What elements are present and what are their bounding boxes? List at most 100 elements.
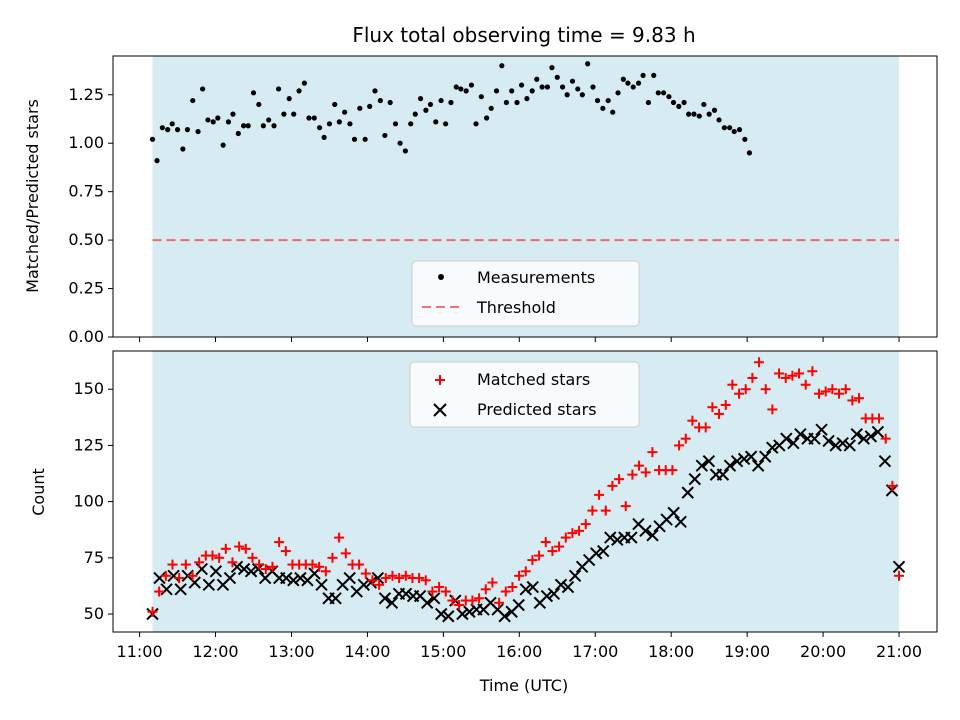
measurement-point <box>518 82 525 88</box>
measurement-point <box>306 115 312 121</box>
measurement-point <box>458 86 464 92</box>
measurement-point <box>301 80 307 86</box>
matched-star-point <box>687 415 698 426</box>
matched-star-point <box>440 586 451 597</box>
measurement-point <box>392 121 399 127</box>
measurement-point <box>524 96 530 102</box>
top-panel: 0.00 0.25 0.50 0.75 1.00 1.25 Matched/Predict… <box>23 55 938 346</box>
measurement-point <box>149 136 156 142</box>
matched-star-point <box>580 519 591 530</box>
measurement-point <box>225 119 232 125</box>
predicted-star-point <box>153 571 166 585</box>
measurement-point <box>275 86 282 92</box>
matched-star-point <box>154 586 165 597</box>
matched-star-point <box>807 366 818 377</box>
bottom-y-tick-label: 50 <box>84 604 104 623</box>
measurement-point <box>190 97 196 104</box>
matched-star-point <box>760 384 771 395</box>
matched-star-point <box>500 586 511 597</box>
predicted-star-point <box>744 450 758 463</box>
predicted-star-point <box>385 596 399 609</box>
x-tick-label: 13:00 <box>268 642 314 661</box>
top-x-axis-ticks <box>139 337 900 342</box>
matched-star-point <box>727 379 738 390</box>
predicted-star-point <box>160 583 173 596</box>
matched-star-point <box>787 370 798 381</box>
measurement-point <box>620 76 626 82</box>
measurement-point <box>686 111 692 117</box>
measurement-point <box>281 111 287 117</box>
measurement-point <box>478 94 484 100</box>
matched-star-point <box>674 440 685 451</box>
measurements-legend-marker <box>438 274 444 280</box>
matched-star-point <box>714 408 725 419</box>
matched-star-point <box>847 395 858 406</box>
measurement-point <box>382 132 388 139</box>
predicted-star-point <box>547 587 561 600</box>
measurement-point <box>271 123 277 129</box>
predicted-star-point <box>674 515 687 529</box>
measurement-point <box>742 136 748 142</box>
matched-star-point <box>447 595 458 606</box>
x-tick-label: 20:00 <box>800 642 846 661</box>
matched-star-point <box>647 447 658 458</box>
predicted-star-point <box>378 592 392 605</box>
bottom-y-tick-label: 125 <box>73 435 104 454</box>
measurement-point <box>499 63 505 69</box>
measurement-point <box>423 107 429 113</box>
measurement-point <box>397 140 403 146</box>
matched-star-point <box>767 404 778 415</box>
predicted-star-point <box>167 569 180 583</box>
measurement-point <box>321 134 327 140</box>
matched-star-point <box>227 557 238 568</box>
matched-star-point <box>360 568 371 579</box>
measurement-point <box>484 115 490 121</box>
measurement-point <box>549 65 555 71</box>
measurement-point <box>433 119 439 125</box>
measurement-point <box>731 128 737 135</box>
matched-star-point <box>240 543 251 554</box>
measurement-point <box>554 74 560 80</box>
matched-star-point <box>167 559 178 570</box>
measurement-point <box>417 96 424 102</box>
predicted-star-point <box>237 562 251 576</box>
predicted-star-point <box>174 583 187 596</box>
bottom-x-axis-ticks: 11:00 12:00 13:00 14:00 15:00 16:00 17:00 18:00… <box>117 632 922 661</box>
measurement-point <box>635 80 642 86</box>
predicted-star-point <box>766 441 779 454</box>
measurement-point <box>666 94 672 100</box>
x-tick-label: 14:00 <box>344 642 390 661</box>
measurements-legend-label: Measurements <box>477 268 595 287</box>
matched-star-point <box>560 532 571 543</box>
measurement-point <box>600 105 606 111</box>
predicted-star-point <box>202 578 216 591</box>
measurement-point <box>286 96 292 102</box>
matched-star-point <box>367 575 378 586</box>
matched-star-point <box>387 570 398 581</box>
matched-star-point <box>620 501 631 512</box>
predicted-star-point <box>723 459 737 472</box>
measurement-point <box>529 88 535 94</box>
matched-star-point <box>634 460 645 471</box>
matched-star-point <box>827 384 838 395</box>
measurement-point <box>736 127 743 133</box>
matched-star-point <box>587 505 598 516</box>
predicted-star-point <box>857 432 871 445</box>
predicted-star-point <box>892 560 906 574</box>
measurement-points <box>149 61 753 164</box>
measurement-point <box>473 121 479 127</box>
matched-star-point <box>834 388 845 399</box>
predicted-star-point <box>519 583 532 596</box>
predicted-legend-marker <box>433 403 447 417</box>
measurement-point <box>594 97 601 104</box>
measurement-point <box>534 76 540 82</box>
matched-star-point <box>147 606 158 617</box>
matched-star-point <box>394 573 405 584</box>
measurement-point <box>362 136 368 142</box>
matched-star-point <box>414 573 425 584</box>
top-legend: Measurements Threshold <box>411 260 640 327</box>
measurement-point <box>605 97 611 104</box>
measurement-point <box>250 90 257 96</box>
predicted-star-point <box>554 578 568 591</box>
matched-star-point <box>700 422 711 433</box>
